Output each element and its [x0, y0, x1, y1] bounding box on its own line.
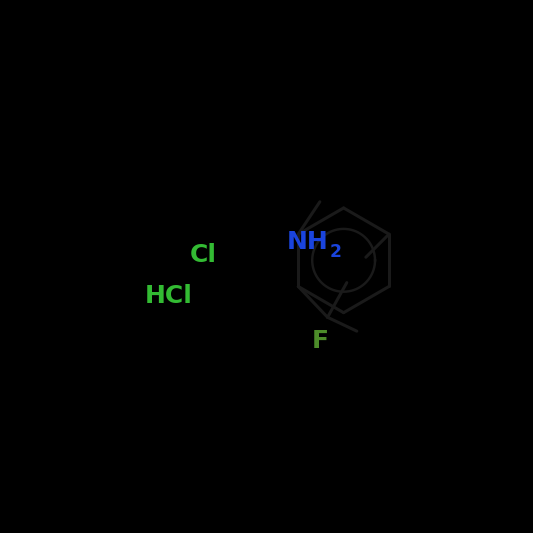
- Text: NH: NH: [287, 230, 328, 254]
- Text: 2: 2: [329, 243, 341, 261]
- Text: Cl: Cl: [190, 243, 217, 267]
- Text: HCl: HCl: [144, 284, 192, 308]
- Text: F: F: [312, 329, 329, 353]
